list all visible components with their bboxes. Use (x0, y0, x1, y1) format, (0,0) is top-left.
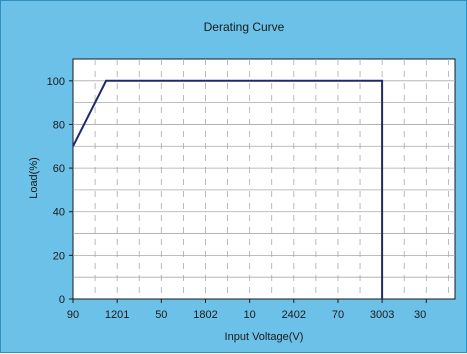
series (72, 79, 384, 299)
x-tick-label: 70 (332, 309, 344, 321)
x-tick-label: 1802 (193, 309, 217, 321)
y-tick-label: 60 (53, 163, 65, 175)
axes (69, 80, 427, 303)
grid (73, 59, 455, 299)
x-tick-label: 10 (244, 309, 256, 321)
y-tick-label: 100 (47, 76, 65, 88)
series-line (72, 79, 384, 299)
x-tick-label: 3003 (370, 309, 394, 321)
x-tick-label: 30 (414, 309, 426, 321)
y-tick-label: 40 (53, 207, 65, 219)
plot-area (72, 58, 456, 300)
x-tick-label: 90 (67, 309, 79, 321)
y-tick-label: 80 (53, 119, 65, 131)
x-tick-label: 1201 (105, 309, 129, 321)
x-axis-label: Input Voltage(V) (225, 331, 304, 343)
y-axis-label: Load(%) (28, 157, 40, 199)
y-tick-label: 0 (59, 294, 65, 306)
tick-labels: 0 20 40 60 80 100 90 1201 50 1802 10 2402 70 3003 30 (47, 76, 427, 321)
y-tick-label: 20 (53, 250, 65, 262)
x-tick-label: 2402 (282, 309, 306, 321)
x-tick-label: 50 (155, 309, 167, 321)
chart-title: Derating Curve (204, 20, 285, 34)
